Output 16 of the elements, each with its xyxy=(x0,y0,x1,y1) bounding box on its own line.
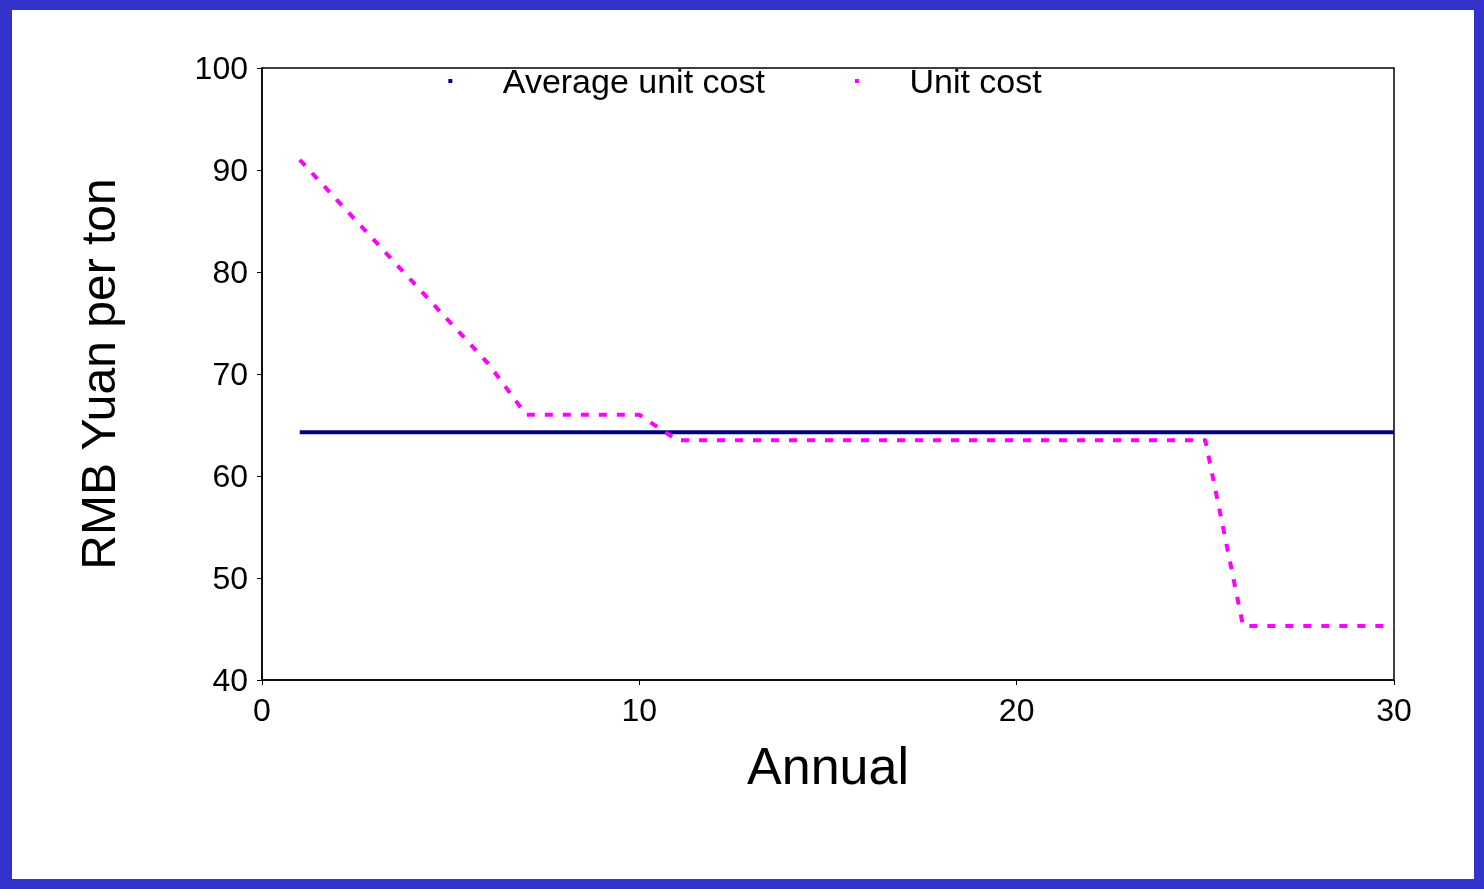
y-tick-label: 70 xyxy=(212,356,248,392)
x-tick-label: 20 xyxy=(998,692,1035,728)
legend-label: Average unit cost xyxy=(502,62,766,100)
x-tick-label: 10 xyxy=(621,692,658,728)
y-axis-title: RMB Yuan per ton xyxy=(71,178,125,570)
y-tick-label: 60 xyxy=(212,458,248,494)
y-tick-label: 40 xyxy=(212,662,248,698)
y-tick-label: 90 xyxy=(212,152,248,188)
line-series xyxy=(297,157,1396,628)
x-axis-title: Annual xyxy=(747,737,909,795)
y-tick-label: 100 xyxy=(194,50,248,86)
y-tick-label: 50 xyxy=(212,560,248,596)
x-tick-label: 30 xyxy=(1376,692,1412,728)
legend-label: Unit cost xyxy=(909,62,1043,100)
y-tick-label: 80 xyxy=(212,254,248,290)
x-tick-label: 0 xyxy=(253,692,271,728)
